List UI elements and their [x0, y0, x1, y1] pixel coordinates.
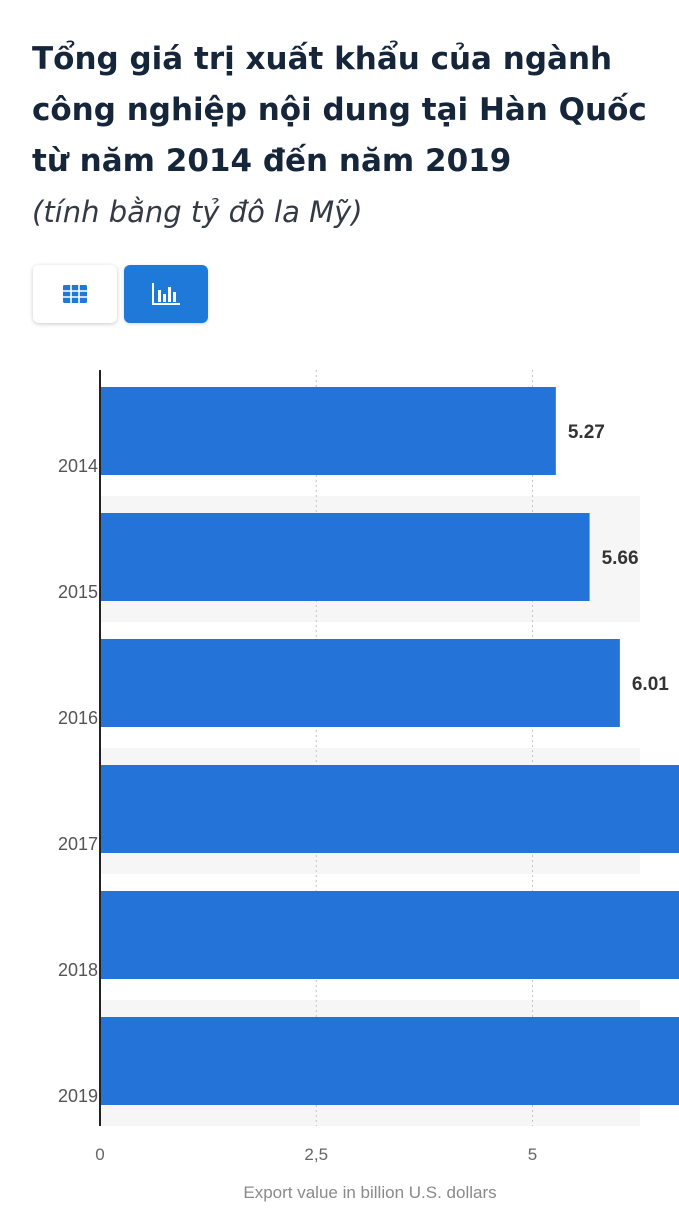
x-tick-label: 5 — [528, 1145, 537, 1164]
chart-view-button[interactable] — [124, 265, 208, 323]
chart-title: Tổng giá trị xuất khẩu của ngành công ng… — [32, 41, 647, 179]
bar-2019 — [100, 1017, 679, 1105]
table-view-button[interactable] — [33, 265, 117, 323]
category-label-2014: 2014 — [58, 456, 98, 476]
chart-subtitle: (tính bằng tỷ đô la Mỹ) — [32, 195, 363, 229]
category-label-2018: 2018 — [58, 960, 98, 980]
bar-chart-icon — [152, 283, 180, 305]
bar-2016 — [100, 639, 620, 727]
data-label-2016: 6.01 — [632, 674, 669, 695]
x-tick-label: 0 — [95, 1145, 104, 1164]
bar-2015 — [100, 513, 590, 601]
x-axis-title: Export value in billion U.S. dollars — [243, 1183, 496, 1202]
bar-2017 — [100, 765, 679, 853]
bar-2014 — [100, 387, 556, 475]
x-tick-label: 2,5 — [304, 1145, 328, 1164]
bar-chart: 5.2720145.6620156.0120168.8120179.622018… — [58, 370, 679, 1202]
category-label-2016: 2016 — [58, 708, 98, 728]
bar-2018 — [100, 891, 679, 979]
category-label-2019: 2019 — [58, 1086, 98, 1106]
category-label-2017: 2017 — [58, 834, 98, 854]
category-label-2015: 2015 — [58, 582, 98, 602]
table-grid-icon — [63, 285, 87, 303]
data-label-2014: 5.27 — [568, 422, 605, 443]
data-label-2015: 5.66 — [602, 548, 639, 569]
